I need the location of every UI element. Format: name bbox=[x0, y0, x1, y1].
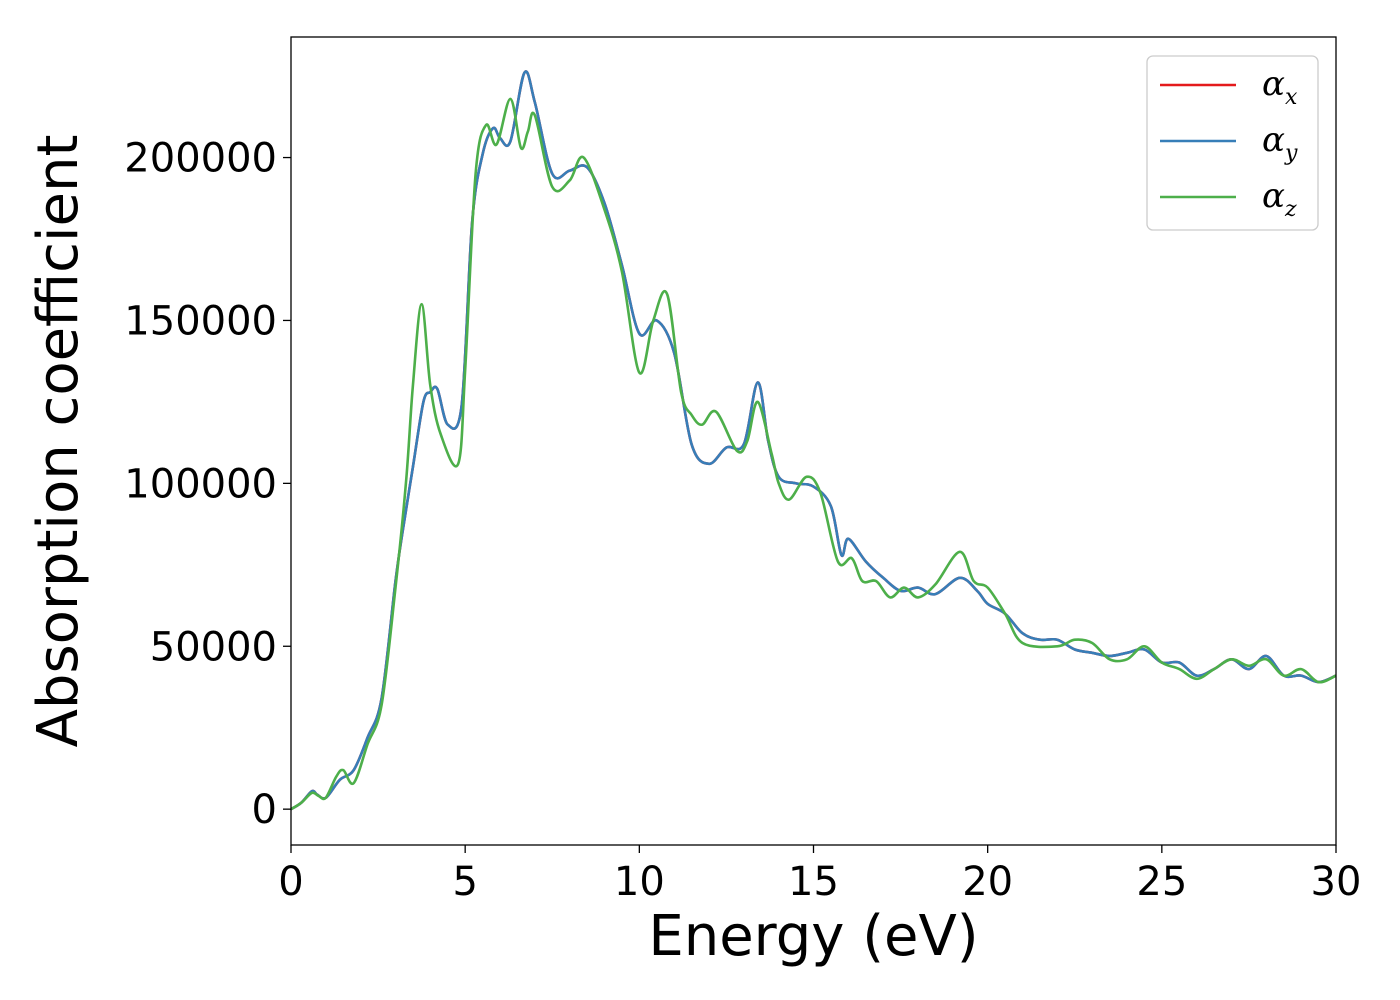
x-tick-label: 0 bbox=[278, 859, 303, 905]
x-tick-label: 20 bbox=[962, 859, 1013, 905]
x-tick-label: 25 bbox=[1136, 859, 1187, 905]
y-tick-label: 0 bbox=[252, 787, 277, 833]
y-axis-label: Absorption coefficient bbox=[26, 135, 91, 748]
x-tick-label: 5 bbox=[452, 859, 477, 905]
series-line-y bbox=[291, 70, 1336, 811]
y-tick-label: 200000 bbox=[124, 136, 277, 182]
y-tick-label: 150000 bbox=[124, 298, 277, 344]
legend-entry: αy bbox=[1262, 120, 1298, 166]
y-tick-label: 100000 bbox=[124, 461, 277, 507]
legend: αx αy αz bbox=[1146, 55, 1319, 231]
legend-box bbox=[1146, 55, 1319, 231]
x-axis-label: Energy (eV) bbox=[648, 904, 978, 969]
y-axis-ticks: 0 50000 100000 150000 200000 bbox=[124, 136, 291, 833]
y-tick-label: 50000 bbox=[150, 624, 277, 670]
series-line-z bbox=[291, 97, 1336, 811]
legend-entry: αz bbox=[1262, 176, 1297, 222]
x-axis-ticks: 0 5 10 15 20 25 30 bbox=[278, 845, 1361, 905]
x-tick-label: 30 bbox=[1311, 859, 1362, 905]
x-tick-label: 10 bbox=[614, 859, 665, 905]
legend-entry: αx bbox=[1262, 64, 1298, 110]
x-tick-label: 15 bbox=[788, 859, 839, 905]
series-lines bbox=[291, 70, 1336, 811]
